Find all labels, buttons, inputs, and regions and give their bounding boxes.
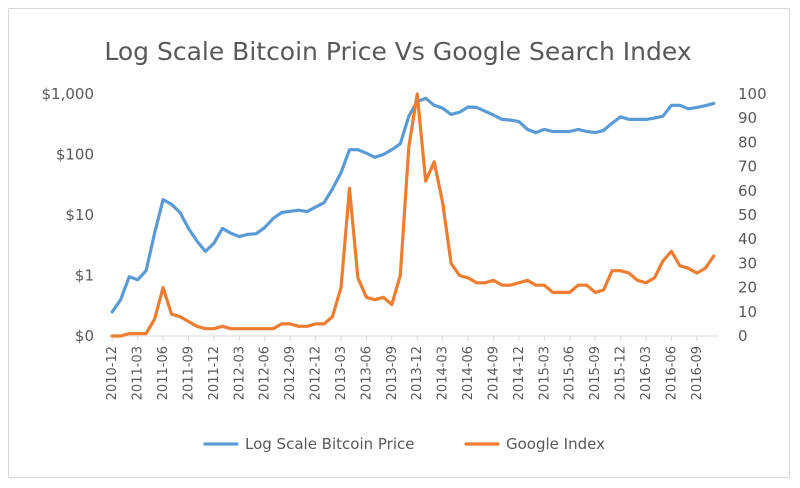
- x-tick-label: 2011-12: [207, 346, 222, 400]
- x-tick-label: 2015-06: [563, 346, 578, 400]
- x-tick-label: 2012-06: [258, 346, 273, 400]
- x-tick-label: 2015-03: [537, 346, 552, 400]
- x-tick-label: 2016-09: [690, 346, 705, 400]
- bitcoin-price-line: [110, 96, 716, 314]
- chart-title: Log Scale Bitcoin Price Vs Google Search…: [104, 37, 691, 66]
- y-right-tick-label: 90: [738, 109, 757, 127]
- chart-frame: [8, 8, 790, 478]
- x-tick-label: 2014-09: [486, 346, 501, 400]
- x-tick-label: 2013-12: [410, 346, 425, 400]
- y-right-tick-label: 100: [738, 85, 767, 103]
- x-tick-label: 2015-12: [614, 346, 629, 400]
- y-left-tick-label: $1,000: [42, 85, 95, 103]
- x-tick-label: 2011-06: [156, 346, 171, 400]
- x-tick-label: 2014-12: [512, 346, 527, 400]
- y-right-tick-label: 50: [738, 206, 757, 224]
- y-right-tick-label: 70: [738, 158, 757, 176]
- y-right-tick-label: 80: [738, 133, 757, 151]
- x-tick-label: 2014-03: [436, 346, 451, 400]
- x-tick-label: 2014-06: [461, 346, 476, 400]
- x-tick-label: 2011-03: [131, 346, 146, 400]
- google-index-line: [110, 92, 716, 338]
- x-tick-label: 2012-09: [283, 346, 298, 400]
- y-right-tick-label: 60: [738, 182, 757, 200]
- legend: Log Scale Bitcoin Price Google Index: [203, 435, 605, 453]
- legend-label: Log Scale Bitcoin Price: [245, 435, 414, 453]
- x-tick-label: 2012-12: [309, 346, 324, 400]
- x-tick-label: 2010-12: [105, 346, 120, 400]
- y-left-tick-label: $1: [75, 267, 94, 285]
- x-tick-label: 2016-03: [639, 346, 654, 400]
- y-right-tick-label: 0: [738, 327, 748, 345]
- axes: $0 $1 $10 $100 $1,000 0 10 20 30 40 50 60 70 80 90 100 2…: [42, 85, 767, 400]
- x-tick-label: 2016-06: [664, 346, 679, 400]
- y-right-tick-label: 20: [738, 279, 757, 297]
- y-right-tick-label: 30: [738, 254, 757, 272]
- x-tick-label: 2012-03: [232, 346, 247, 400]
- y-right-tick-label: 40: [738, 230, 757, 248]
- x-tick-label: 2011-09: [181, 346, 196, 400]
- y-right-tick-label: 10: [738, 303, 757, 321]
- x-tick-label: 2013-09: [385, 346, 400, 400]
- legend-label: Google Index: [506, 435, 605, 453]
- series-layer: [110, 92, 716, 338]
- y-left-tick-label: $10: [65, 206, 94, 224]
- x-tick-label: 2015-09: [588, 346, 603, 400]
- x-tick-label: 2013-03: [334, 346, 349, 400]
- y-left-tick-label: $0: [75, 327, 94, 345]
- y-left-tick-label: $100: [56, 146, 94, 164]
- x-tick-label: 2013-06: [359, 346, 374, 400]
